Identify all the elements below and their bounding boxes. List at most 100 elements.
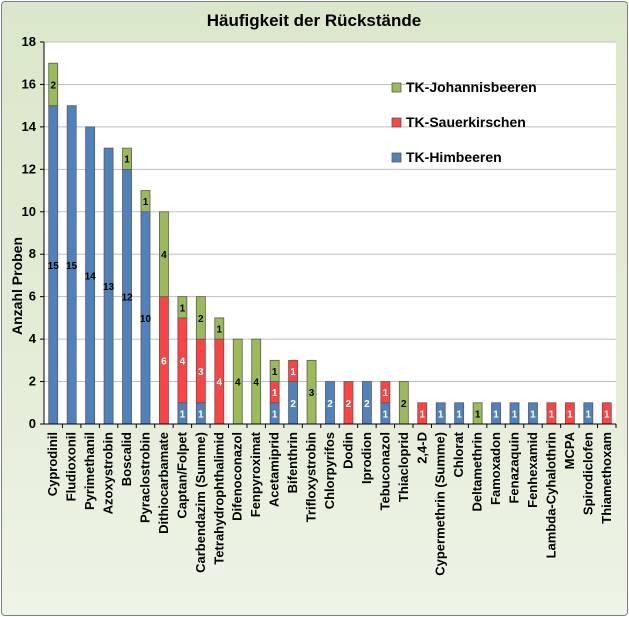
x-tick-label: Azoxystrobin — [101, 432, 116, 514]
y-tick-label: 2 — [29, 374, 36, 389]
data-label: 1 — [198, 409, 204, 420]
x-tick-label: Fenhexamid — [525, 432, 540, 508]
data-label: 4 — [235, 378, 241, 389]
legend-swatch — [391, 117, 402, 128]
x-tick-label: Chlorat — [451, 431, 466, 477]
x-tick-label: Difenoconazol — [230, 432, 245, 521]
data-label: 2 — [50, 80, 56, 91]
legend-entry: TK-Sauerkirschen — [406, 114, 526, 130]
data-label: 1 — [567, 409, 573, 420]
data-label: 10 — [140, 314, 152, 325]
x-tick-label: Pyraclostrobin — [137, 432, 152, 523]
data-label: 2 — [327, 399, 333, 410]
y-tick-label: 0 — [29, 416, 36, 431]
data-label: 4 — [161, 250, 167, 261]
legend-swatch — [391, 82, 402, 93]
data-label: 1 — [290, 367, 296, 378]
x-tick-label: MCPA — [562, 431, 577, 469]
x-tick-label: Fludioxonil — [64, 432, 79, 501]
data-label: 4 — [180, 356, 186, 367]
x-tick-label: Carbendazim (Summe) — [193, 432, 208, 573]
bar-segment — [288, 359, 298, 382]
data-label: 1 — [383, 409, 389, 420]
data-label: 1 — [180, 303, 186, 314]
data-label: 2 — [346, 399, 352, 410]
data-label: 3 — [198, 367, 204, 378]
x-tick-label: Famoxadon — [488, 432, 503, 505]
x-tick-label: Pyrimethanil — [82, 432, 97, 510]
data-label: 1 — [180, 409, 186, 420]
data-label: 1 — [530, 409, 536, 420]
x-tick-label: Thiacloprid — [396, 432, 411, 502]
legend-entry: TK-Johannisbeeren — [406, 79, 537, 95]
x-tick-label: Tetrahydrophthalimid — [211, 432, 226, 565]
x-tick-label: Cyprodinil — [45, 432, 60, 496]
data-label: 15 — [66, 261, 78, 272]
x-tick-label: Spirodiclofen — [580, 432, 595, 515]
data-label: 1 — [383, 388, 389, 399]
data-label: 1 — [272, 409, 278, 420]
x-tick-label: Trifloxystrobin — [304, 432, 319, 522]
data-label: 1 — [272, 367, 278, 378]
y-tick-label: 4 — [29, 331, 37, 346]
bar-segment — [48, 62, 59, 107]
data-label: 1 — [493, 409, 499, 420]
y-tick-label: 18 — [22, 34, 36, 49]
y-tick-label: 14 — [22, 119, 37, 134]
data-label: 1 — [438, 409, 444, 420]
x-tick-label: Chlorpyrifos — [322, 432, 337, 509]
data-label: 1 — [217, 325, 223, 336]
data-label: 1 — [272, 388, 278, 399]
data-label: 4 — [253, 378, 259, 389]
x-tick-label: Lambda-Cyhalothrin — [543, 432, 558, 558]
data-label: 1 — [419, 409, 425, 420]
data-label: 4 — [217, 378, 223, 389]
bar-segment — [122, 147, 132, 170]
bar-segment — [269, 359, 280, 382]
data-label: 13 — [103, 282, 115, 293]
data-label: 15 — [48, 261, 60, 272]
data-label: 1 — [586, 409, 592, 420]
y-tick-label: 8 — [29, 246, 36, 261]
x-tick-label: Tebuconazol — [377, 432, 392, 510]
x-tick-label: Fenazaquin — [507, 432, 522, 504]
data-label: 1 — [475, 409, 481, 420]
x-tick-label: Dodin — [340, 432, 355, 469]
plot-area — [44, 42, 616, 424]
bar-segment — [214, 317, 225, 340]
data-label: 1 — [512, 409, 518, 420]
x-tick-label: Acetamiprid — [267, 432, 282, 507]
x-tick-label: Dithiocarbamate — [156, 432, 171, 534]
x-tick-label: Deltamethrin — [470, 432, 485, 512]
x-tick-label: Bifenthrin — [285, 432, 300, 493]
x-tick-label: Boscalid — [119, 432, 134, 486]
x-tick-label: Cypermethrin (Summe) — [433, 432, 448, 576]
data-label: 14 — [85, 271, 97, 282]
data-label: 1 — [456, 409, 462, 420]
data-label: 1 — [549, 409, 555, 420]
data-label: 2 — [401, 399, 407, 410]
legend-entry: TK-Himbeeren — [406, 149, 502, 165]
data-label: 1 — [143, 197, 149, 208]
y-tick-label: 6 — [29, 289, 36, 304]
bar-segment — [140, 190, 151, 213]
chart-title: Häufigkeit der Rückstände — [207, 11, 421, 30]
bar-segment — [195, 296, 206, 340]
x-tick-label: 2,4-D — [414, 432, 429, 464]
y-tick-label: 10 — [22, 204, 36, 219]
x-tick-label: Captan/Folpet — [174, 431, 189, 518]
data-label: 2 — [290, 399, 296, 410]
bar-segment — [159, 211, 169, 298]
data-label: 1 — [604, 409, 610, 420]
data-label: 2 — [364, 399, 370, 410]
x-tick-label: Iprodion — [359, 432, 374, 484]
y-tick-label: 12 — [22, 161, 36, 176]
bar-segment — [380, 381, 391, 404]
bar-segment — [177, 296, 188, 319]
data-label: 6 — [161, 356, 167, 367]
data-label: 1 — [124, 155, 130, 166]
x-tick-label: Thiamethoxam — [599, 432, 614, 524]
data-label: 2 — [198, 314, 204, 325]
y-axis-label: Anzahl Proben — [9, 237, 25, 335]
